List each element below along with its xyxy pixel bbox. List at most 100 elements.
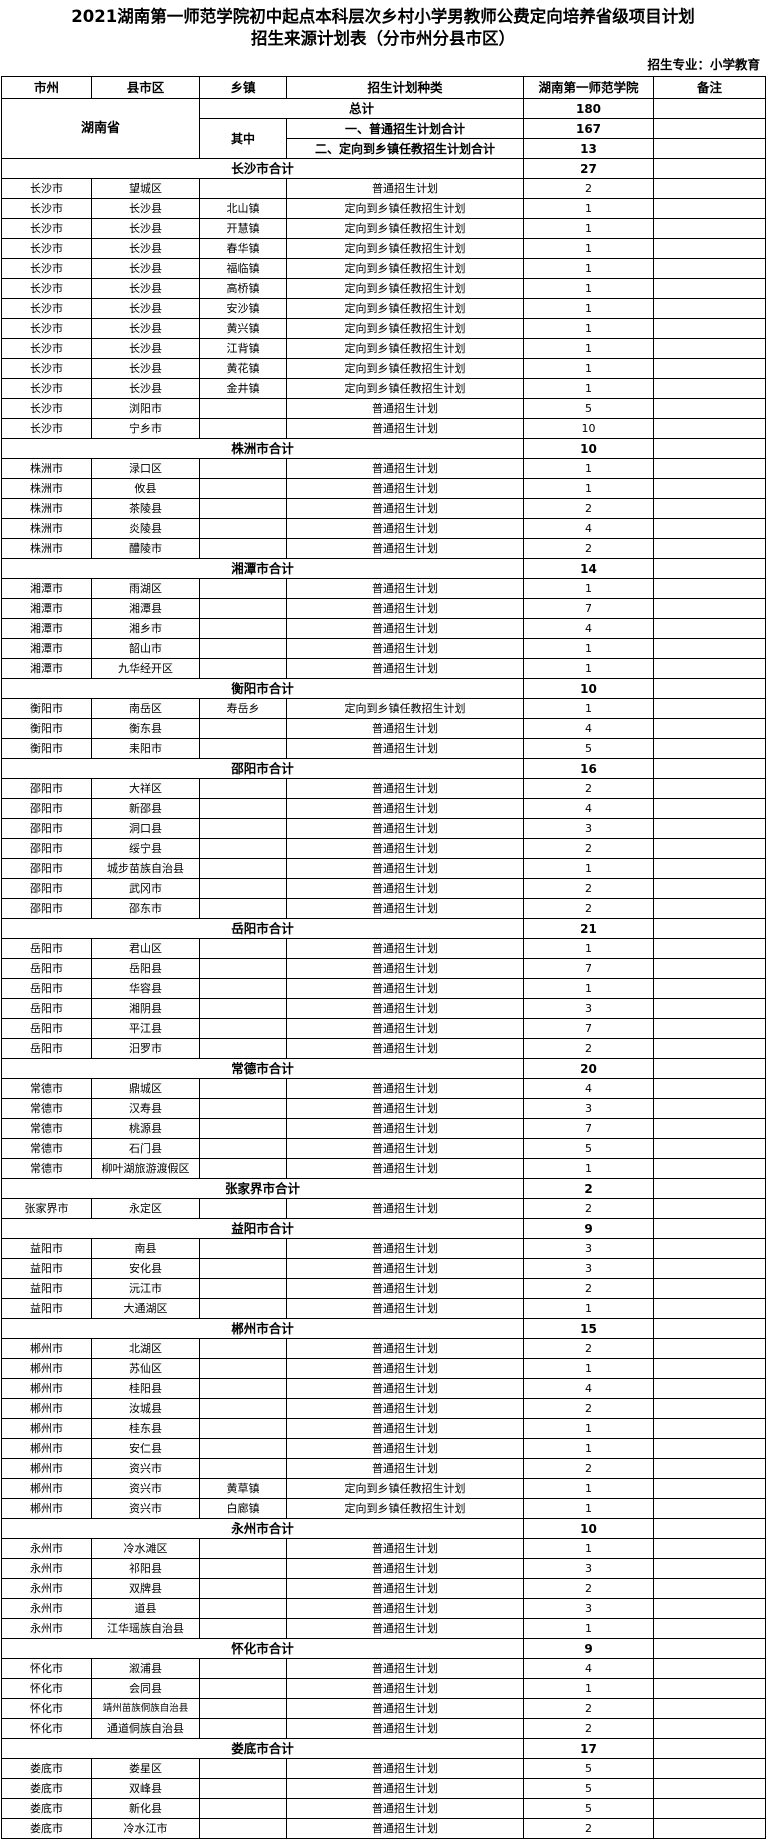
- cell-plan-kind: 普通招生计划: [286, 1778, 524, 1799]
- cell-town: [199, 718, 287, 739]
- cell-city: 邵阳市: [1, 798, 92, 819]
- cell-note: [653, 1358, 766, 1379]
- cell-plan-kind: 普通招生计划: [286, 1538, 524, 1559]
- cell-town: 寿岳乡: [199, 698, 287, 719]
- cell-county: 鼎城区: [91, 1078, 200, 1099]
- cell-note: [653, 1678, 766, 1699]
- cell-town: [199, 898, 287, 919]
- cell-plan-kind: 定向到乡镇任教招生计划: [286, 698, 524, 719]
- cell-plan-kind: 普通招生计划: [286, 1458, 524, 1479]
- cell-city: 长沙市: [1, 418, 92, 439]
- city-summary-value: 15: [523, 1318, 654, 1339]
- cell-note: [653, 1498, 766, 1519]
- cell-value: 5: [523, 1758, 654, 1779]
- cell-city: 常德市: [1, 1138, 92, 1159]
- cell-city: 长沙市: [1, 358, 92, 379]
- cell-town: [199, 418, 287, 439]
- cell-city: 岳阳市: [1, 958, 92, 979]
- cell-city: 娄底市: [1, 1758, 92, 1779]
- cell-county: 北湖区: [91, 1338, 200, 1359]
- table-row: 湘潭市 湘乡市 普通招生计划 4: [1, 618, 766, 639]
- cell-value: 7: [523, 958, 654, 979]
- table-row: 湘潭市 韶山市 普通招生计划 1: [1, 638, 766, 659]
- cell-note: [653, 798, 766, 819]
- city-summary-label: 衡阳市合计: [1, 678, 524, 699]
- cell-plan-kind: 普通招生计划: [286, 1258, 524, 1279]
- cell-note: [653, 1398, 766, 1419]
- table-row: 娄底市 新化县 普通招生计划 5: [1, 1798, 766, 1819]
- cell-plan-kind: 普通招生计划: [286, 418, 524, 439]
- cell-city: 娄底市: [1, 1798, 92, 1819]
- cell-value: 1: [523, 1418, 654, 1439]
- cell-town: [199, 1098, 287, 1119]
- cell-town: [199, 1598, 287, 1619]
- cell-value: 4: [523, 618, 654, 639]
- cell-plan-kind: 普通招生计划: [286, 1078, 524, 1099]
- cell-town: [199, 1118, 287, 1139]
- cell-value: 2: [523, 1198, 654, 1219]
- cell-city: 怀化市: [1, 1658, 92, 1679]
- table-row: 株洲市 茶陵县 普通招生计划 2: [1, 498, 766, 519]
- cell-value: 1: [523, 1358, 654, 1379]
- cell-city: 常德市: [1, 1118, 92, 1139]
- table-body: 湖南省 总计 180 其中 一、普通招生计划合计 167 二、定向到乡镇任教招生计划合计 13…: [1, 98, 766, 1839]
- cell-value: 2: [523, 1698, 654, 1719]
- cell-city: 岳阳市: [1, 998, 92, 1019]
- cell-city: 常德市: [1, 1158, 92, 1179]
- cell-city: 益阳市: [1, 1298, 92, 1319]
- note-cell: [653, 1318, 766, 1339]
- cell-county: 汉寿县: [91, 1098, 200, 1119]
- cell-note: [653, 518, 766, 539]
- cell-plan-kind: 普通招生计划: [286, 998, 524, 1019]
- table-row: 岳阳市 汨罗市 普通招生计划 2: [1, 1038, 766, 1059]
- plan-table: 市州 县市区 乡镇 招生计划种类 湖南第一师范学院 备注 湖南省 总计 180 其中一…: [1, 76, 766, 1839]
- column-header-city: 市州: [1, 76, 92, 99]
- cell-note: [653, 398, 766, 419]
- table-row: 郴州市 资兴市 黄草镇 定向到乡镇任教招生计划 1: [1, 1478, 766, 1499]
- cell-county: 长沙县: [91, 378, 200, 399]
- cell-town: [199, 1238, 287, 1259]
- cell-note: [653, 778, 766, 799]
- cell-note: [653, 538, 766, 559]
- cell-county: 渌口区: [91, 458, 200, 479]
- table-row: 湘潭市 雨湖区 普通招生计划 1: [1, 578, 766, 599]
- table-row: 邵阳市 城步苗族自治县 普通招生计划 1: [1, 858, 766, 879]
- note-cell: [653, 438, 766, 459]
- cell-note: [653, 958, 766, 979]
- cell-note: [653, 1138, 766, 1159]
- page-title: 2021湖南第一师范学院初中起点本科层次乡村小学男教师公费定向培养省级项目计划 …: [0, 0, 766, 50]
- cell-value: 1: [523, 1478, 654, 1499]
- cell-county: 炎陵县: [91, 518, 200, 539]
- cell-value: 2: [523, 1398, 654, 1419]
- cell-note: [653, 838, 766, 859]
- cell-town: [199, 858, 287, 879]
- cell-value: 2: [523, 178, 654, 199]
- table-row: 长沙市 长沙县 高桥镇 定向到乡镇任教招生计划 1: [1, 278, 766, 299]
- cell-town: [199, 178, 287, 199]
- cell-town: 白廊镇: [199, 1498, 287, 1519]
- cell-city: 长沙市: [1, 278, 92, 299]
- city-summary-label: 常德市合计: [1, 1058, 524, 1079]
- cell-note: [653, 938, 766, 959]
- cell-county: 望城区: [91, 178, 200, 199]
- cell-plan-kind: 普通招生计划: [286, 1198, 524, 1219]
- cell-county: 双牌县: [91, 1578, 200, 1599]
- table-row: 郴州市 资兴市 白廊镇 定向到乡镇任教招生计划 1: [1, 1498, 766, 1519]
- cell-town: [199, 1758, 287, 1779]
- table-row: 岳阳市 华容县 普通招生计划 1: [1, 978, 766, 999]
- cell-note: [653, 618, 766, 639]
- cell-value: 1: [523, 478, 654, 499]
- city-summary-label: 株洲市合计: [1, 438, 524, 459]
- city-summary-row: 长沙市合计 27: [1, 158, 766, 179]
- table-row: 长沙市 长沙县 北山镇 定向到乡镇任教招生计划 1: [1, 198, 766, 219]
- cell-plan-kind: 普通招生计划: [286, 1578, 524, 1599]
- cell-value: 1: [523, 1498, 654, 1519]
- cell-town: [199, 738, 287, 759]
- cell-town: [199, 518, 287, 539]
- cell-county: 大通湖区: [91, 1298, 200, 1319]
- cell-plan-kind: 普通招生计划: [286, 1658, 524, 1679]
- cell-county: 资兴市: [91, 1498, 200, 1519]
- table-row: 郴州市 资兴市 普通招生计划 2: [1, 1458, 766, 1479]
- cell-plan-kind: 普通招生计划: [286, 578, 524, 599]
- table-row: 益阳市 安化县 普通招生计划 3: [1, 1258, 766, 1279]
